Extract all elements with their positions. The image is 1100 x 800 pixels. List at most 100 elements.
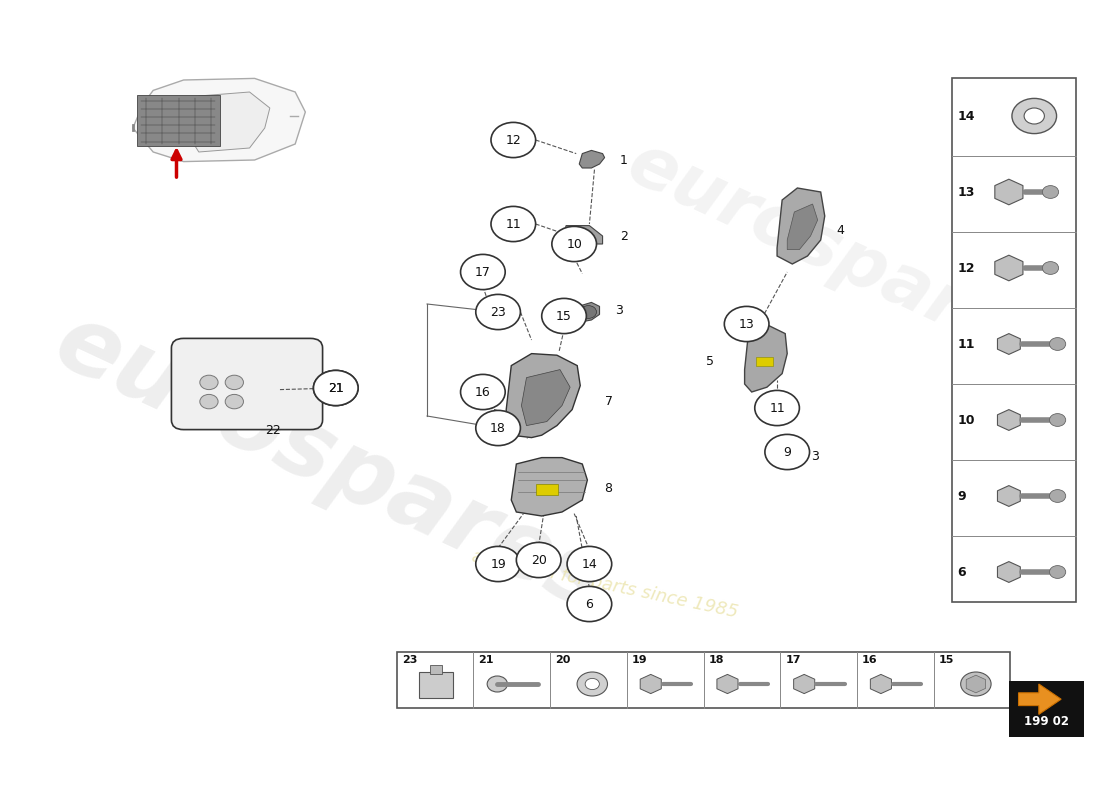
FancyBboxPatch shape <box>1010 681 1085 737</box>
Circle shape <box>585 678 600 690</box>
Polygon shape <box>717 674 738 694</box>
Circle shape <box>516 542 561 578</box>
Text: 22: 22 <box>265 424 280 437</box>
Text: 15: 15 <box>557 310 572 322</box>
Circle shape <box>491 122 536 158</box>
Text: eurospares: eurospares <box>41 296 620 632</box>
Polygon shape <box>133 78 306 162</box>
Text: 15: 15 <box>938 655 954 665</box>
Polygon shape <box>793 674 815 694</box>
Text: 4: 4 <box>836 224 844 237</box>
Polygon shape <box>562 226 603 250</box>
Text: 23: 23 <box>402 655 417 665</box>
Polygon shape <box>966 675 986 693</box>
FancyBboxPatch shape <box>430 665 442 674</box>
Circle shape <box>461 374 505 410</box>
Text: 9: 9 <box>783 446 791 458</box>
Text: 6: 6 <box>585 598 593 610</box>
Text: 17: 17 <box>475 266 491 278</box>
Circle shape <box>755 390 800 426</box>
Circle shape <box>568 546 612 582</box>
Text: 11: 11 <box>958 338 976 350</box>
Circle shape <box>487 676 507 692</box>
Circle shape <box>568 586 612 622</box>
Polygon shape <box>521 370 570 426</box>
Circle shape <box>581 306 596 318</box>
Text: a passion for parts since 1985: a passion for parts since 1985 <box>470 547 739 621</box>
FancyBboxPatch shape <box>136 95 220 146</box>
Circle shape <box>491 206 536 242</box>
Text: 12: 12 <box>505 134 521 146</box>
Polygon shape <box>777 440 803 460</box>
Circle shape <box>724 306 769 342</box>
Circle shape <box>1043 186 1058 198</box>
Polygon shape <box>994 179 1023 205</box>
Text: 11: 11 <box>769 402 785 414</box>
Text: 12: 12 <box>958 262 976 274</box>
Polygon shape <box>512 458 587 516</box>
Polygon shape <box>994 255 1023 281</box>
Text: 1: 1 <box>619 154 628 166</box>
Text: 23: 23 <box>491 306 506 318</box>
Text: 17: 17 <box>785 655 801 665</box>
Text: 2: 2 <box>619 230 628 242</box>
Text: 5: 5 <box>706 355 714 368</box>
Polygon shape <box>777 188 825 264</box>
Circle shape <box>476 546 520 582</box>
Text: 3: 3 <box>812 450 820 462</box>
Text: 10: 10 <box>958 414 976 426</box>
Text: 19: 19 <box>631 655 648 665</box>
Text: 19: 19 <box>491 558 506 570</box>
Circle shape <box>1043 262 1058 274</box>
Bar <box>952 78 1076 602</box>
Text: 10: 10 <box>566 238 582 250</box>
Circle shape <box>784 443 801 456</box>
Text: 7: 7 <box>605 395 613 408</box>
Circle shape <box>960 672 991 696</box>
Circle shape <box>1012 98 1057 134</box>
Text: 8: 8 <box>605 482 613 494</box>
Circle shape <box>1049 490 1066 502</box>
Circle shape <box>226 375 243 390</box>
Text: 18: 18 <box>491 422 506 434</box>
Circle shape <box>314 370 359 406</box>
Text: 6: 6 <box>958 566 966 578</box>
Text: 11: 11 <box>505 218 521 230</box>
Circle shape <box>764 434 810 470</box>
Text: 20: 20 <box>530 554 547 566</box>
FancyBboxPatch shape <box>172 338 322 430</box>
Text: eurospares: eurospares <box>616 128 1059 384</box>
Text: 13: 13 <box>739 318 755 330</box>
Text: 9: 9 <box>958 490 966 502</box>
Circle shape <box>541 298 586 334</box>
Circle shape <box>200 394 218 409</box>
Circle shape <box>461 254 505 290</box>
Text: 3: 3 <box>615 304 623 317</box>
Circle shape <box>1049 566 1066 578</box>
Polygon shape <box>870 674 891 694</box>
Text: 14: 14 <box>958 110 976 122</box>
Text: 18: 18 <box>708 655 724 665</box>
Text: 16: 16 <box>475 386 491 398</box>
Circle shape <box>578 672 607 696</box>
Text: 21: 21 <box>478 655 494 665</box>
Circle shape <box>552 226 596 262</box>
Polygon shape <box>506 354 581 438</box>
Polygon shape <box>998 334 1021 354</box>
Bar <box>397 652 1011 708</box>
Circle shape <box>476 410 520 446</box>
Polygon shape <box>745 323 788 392</box>
FancyBboxPatch shape <box>756 357 773 366</box>
Polygon shape <box>580 150 605 168</box>
Text: 16: 16 <box>862 655 878 665</box>
Text: 199 02: 199 02 <box>1024 715 1069 728</box>
Circle shape <box>476 294 520 330</box>
Text: 21: 21 <box>328 382 343 394</box>
Polygon shape <box>573 302 600 322</box>
Circle shape <box>1049 338 1066 350</box>
Circle shape <box>1049 414 1066 426</box>
Text: 13: 13 <box>958 186 975 198</box>
Polygon shape <box>184 92 270 152</box>
Circle shape <box>200 375 218 390</box>
Text: 21: 21 <box>328 382 343 394</box>
